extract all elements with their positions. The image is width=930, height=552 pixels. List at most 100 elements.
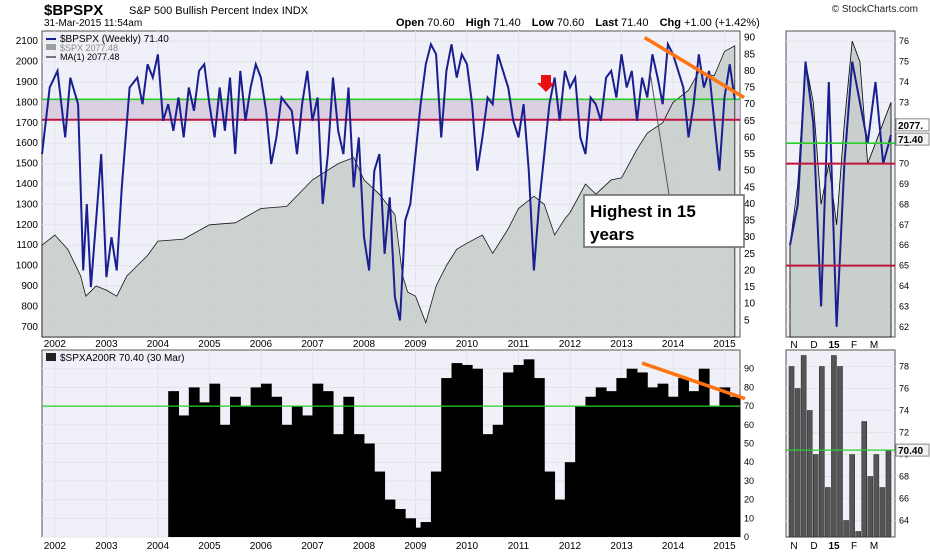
side-bp-tag-text: 71.40	[898, 135, 923, 146]
index-name-text: S&P 500 Bullish Percent Index	[129, 5, 279, 17]
right-tick-label: 70	[744, 99, 756, 110]
side-top-tick: 75	[899, 57, 909, 67]
bottom-right-tick: 30	[744, 476, 754, 486]
side-bar	[849, 454, 855, 538]
breadth-bar	[636, 372, 648, 537]
left-tick-label: 1200	[16, 220, 39, 231]
spx-area	[41, 45, 736, 338]
breadth-bar	[312, 383, 324, 537]
left-tick-label: 700	[21, 322, 38, 333]
bottom-x-label: 2006	[250, 541, 273, 552]
side-spx-tag	[895, 118, 930, 132]
side-top-tick: 69	[899, 179, 909, 189]
side-bottom-tick: 68	[899, 472, 909, 482]
breadth-bar	[667, 396, 679, 537]
bottom-right-tick: 20	[744, 495, 754, 505]
top-x-label: 2008	[353, 339, 376, 350]
right-tick-label: 30	[744, 232, 756, 243]
bottom-x-label: 2010	[456, 541, 479, 552]
side-bar	[831, 355, 837, 538]
side-bar	[819, 366, 825, 538]
side-bar	[794, 388, 801, 538]
right-tick-label: 90	[744, 33, 756, 44]
breadth-bar	[544, 471, 556, 537]
breadth-bar	[698, 368, 710, 537]
left-tick-label: 2100	[16, 36, 39, 47]
left-tick-label: 1800	[16, 97, 39, 108]
exchange: INDX	[281, 5, 308, 17]
top-x-label: 2009	[404, 339, 427, 350]
bottom-x-label: 2009	[404, 541, 427, 552]
bottom-x-label: 2015	[713, 541, 736, 552]
legend-spxa200r: $SPXA200R 70.40 (30 Mar)	[60, 353, 185, 364]
breadth-bar	[178, 415, 190, 537]
top-x-label: 2013	[610, 339, 633, 350]
breadth-bar	[168, 391, 180, 537]
side-top-tick: 63	[899, 301, 909, 311]
open-label: Open	[396, 17, 425, 29]
bottom-x-label: 2002	[44, 541, 67, 552]
red-arrow-marker	[537, 75, 555, 92]
side-bar	[800, 355, 807, 538]
side-bottom-tick: 72	[899, 428, 909, 438]
bottom-right-tick: 50	[744, 439, 754, 449]
breadth-bar	[595, 387, 607, 537]
brand-watermark: © StockCharts.com	[831, 4, 918, 15]
side-top-month: 15	[828, 340, 840, 351]
side-spx-tag-text: 2077.	[898, 121, 923, 132]
right-tick-label: 25	[744, 249, 756, 260]
timestamp: 31-Mar-2015 11:54am	[44, 18, 143, 29]
side-top-tick: 68	[899, 199, 909, 209]
right-tick-label: 80	[744, 66, 756, 77]
breadth-bar	[188, 387, 200, 537]
breadth-bar	[199, 402, 210, 537]
breadth-bar	[719, 387, 731, 537]
right-tick-label: 65	[744, 116, 756, 127]
side-bottom-tag-text: 70.40	[898, 446, 923, 457]
side-bar	[855, 531, 861, 538]
right-tick-label: 75	[744, 83, 756, 94]
breadth-bar	[353, 434, 365, 537]
right-tick-label: 55	[744, 149, 756, 160]
side-bar	[812, 454, 819, 538]
breadth-bar	[281, 424, 293, 537]
breadth-bar	[394, 508, 406, 537]
breadth-bar	[482, 434, 494, 537]
side-top-tick: 65	[899, 261, 909, 271]
side-bottom-month: F	[851, 541, 857, 552]
right-tick-label: 45	[744, 182, 756, 193]
breadth-bar	[678, 378, 689, 537]
breadth-bar	[219, 424, 231, 537]
side-bpspx-line	[789, 61, 892, 327]
side-top-tick: 66	[899, 240, 909, 250]
left-tick-label: 1400	[16, 179, 39, 190]
top-x-label: 2007	[301, 339, 324, 350]
right-tick-label: 35	[744, 216, 756, 227]
breadth-bar	[513, 364, 525, 537]
top-x-label: 2003	[95, 339, 118, 350]
breadth-bar	[260, 383, 272, 537]
legend-spx: $SPX 2077.48	[60, 43, 118, 53]
right-tick-label: 60	[744, 132, 756, 143]
breadth-bar	[363, 443, 375, 537]
open-value: 70.60	[427, 17, 455, 29]
left-tick-label: 1300	[16, 199, 39, 210]
bottom-right-tick: 0	[744, 532, 749, 542]
index-name: S&P 500 Bullish Percent Index INDX	[129, 5, 308, 17]
right-tick-label: 85	[744, 49, 756, 60]
bottom-right-tick: 60	[744, 420, 754, 430]
legend-swatch-spxa200r	[46, 353, 56, 361]
breadth-bar	[461, 364, 473, 537]
top-x-label: 2010	[456, 339, 479, 350]
side-bar	[806, 410, 813, 538]
symbol: $BPSPX	[44, 2, 104, 19]
chg-value: +1.00 (+1.42%)	[683, 17, 760, 29]
last-label: Last	[595, 17, 618, 29]
quote-bar: Open 70.60 High 71.40 Low 70.60 Last 71.40 C…	[396, 17, 768, 29]
left-tick-label: 1000	[16, 261, 39, 272]
bottom-x-label: 2011	[508, 541, 530, 552]
left-tick-label: 1700	[16, 118, 39, 129]
low-value: 70.60	[556, 17, 585, 29]
right-tick-label: 15	[744, 282, 756, 293]
right-tick-label: 20	[744, 265, 756, 276]
